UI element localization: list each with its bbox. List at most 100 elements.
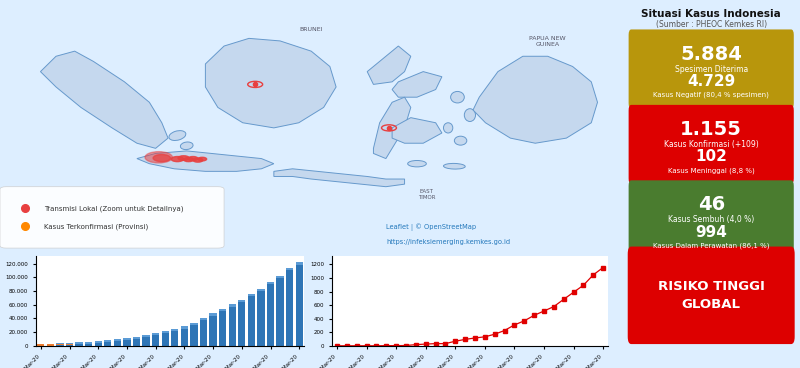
Text: 5.884: 5.884 bbox=[680, 45, 742, 64]
Circle shape bbox=[184, 158, 194, 162]
Ellipse shape bbox=[443, 163, 466, 169]
Bar bbox=[46, 344, 54, 346]
Text: Leaflet | © OpenStreetMap: Leaflet | © OpenStreetMap bbox=[386, 223, 476, 231]
Text: Spesimen Diterima: Spesimen Diterima bbox=[674, 64, 748, 74]
Bar bbox=[248, 294, 255, 346]
Bar bbox=[133, 339, 140, 346]
Bar bbox=[37, 344, 44, 346]
Bar bbox=[123, 344, 130, 346]
Polygon shape bbox=[41, 51, 168, 148]
Bar bbox=[200, 344, 207, 346]
Bar bbox=[200, 320, 207, 346]
Text: Situasi Kasus Indonesia: Situasi Kasus Indonesia bbox=[642, 9, 781, 19]
Bar bbox=[142, 337, 150, 346]
Circle shape bbox=[171, 156, 184, 162]
Bar bbox=[219, 309, 226, 346]
Bar bbox=[286, 344, 294, 346]
Bar bbox=[66, 343, 73, 346]
Text: Kasus Meninggal (8,8 %): Kasus Meninggal (8,8 %) bbox=[668, 167, 754, 174]
Bar bbox=[75, 344, 82, 346]
Ellipse shape bbox=[408, 160, 426, 167]
Bar bbox=[104, 343, 111, 346]
Polygon shape bbox=[274, 169, 405, 187]
Bar bbox=[258, 291, 265, 346]
Bar bbox=[286, 270, 294, 346]
Ellipse shape bbox=[450, 91, 464, 103]
Text: Kasus Terkonfirmasi (Provinsi): Kasus Terkonfirmasi (Provinsi) bbox=[43, 223, 148, 230]
Bar bbox=[258, 344, 265, 346]
Bar bbox=[210, 344, 217, 346]
Bar bbox=[114, 339, 121, 346]
Bar bbox=[267, 282, 274, 346]
Ellipse shape bbox=[443, 123, 453, 133]
Text: EAST
TIMOR: EAST TIMOR bbox=[418, 189, 435, 201]
Bar bbox=[123, 338, 130, 346]
FancyBboxPatch shape bbox=[628, 247, 794, 344]
Bar bbox=[56, 343, 63, 346]
FancyBboxPatch shape bbox=[629, 180, 794, 259]
Bar bbox=[229, 304, 236, 346]
Bar bbox=[296, 344, 303, 346]
Bar bbox=[210, 313, 217, 346]
Bar bbox=[296, 265, 303, 346]
Bar bbox=[238, 344, 246, 346]
Bar bbox=[171, 329, 178, 346]
Text: 4.729: 4.729 bbox=[687, 74, 735, 89]
Bar bbox=[248, 344, 255, 346]
Bar bbox=[238, 300, 246, 346]
Bar bbox=[75, 342, 82, 346]
Bar bbox=[104, 344, 111, 346]
Bar bbox=[258, 289, 265, 346]
FancyBboxPatch shape bbox=[629, 105, 794, 184]
Bar bbox=[181, 326, 188, 346]
Bar bbox=[277, 276, 284, 346]
Ellipse shape bbox=[169, 131, 186, 141]
Circle shape bbox=[145, 152, 173, 163]
Polygon shape bbox=[206, 38, 336, 128]
Bar bbox=[277, 278, 284, 346]
Bar bbox=[142, 344, 150, 346]
Bar bbox=[162, 333, 169, 346]
Bar bbox=[114, 341, 121, 346]
Bar bbox=[133, 337, 140, 346]
Bar bbox=[85, 344, 92, 346]
Bar bbox=[94, 343, 102, 346]
Text: BRUNEI: BRUNEI bbox=[299, 27, 323, 32]
Bar bbox=[171, 344, 178, 346]
Bar bbox=[46, 344, 54, 346]
Bar bbox=[162, 344, 169, 346]
Bar bbox=[219, 311, 226, 346]
Bar bbox=[152, 333, 159, 346]
Ellipse shape bbox=[454, 136, 466, 145]
Polygon shape bbox=[374, 97, 410, 159]
Circle shape bbox=[178, 156, 190, 160]
Bar bbox=[190, 325, 198, 346]
Text: 1.155: 1.155 bbox=[680, 120, 742, 139]
Circle shape bbox=[198, 157, 206, 161]
Circle shape bbox=[193, 158, 203, 162]
Bar bbox=[75, 344, 82, 346]
Bar bbox=[181, 344, 188, 346]
Bar bbox=[104, 340, 111, 346]
FancyBboxPatch shape bbox=[0, 187, 224, 248]
Bar bbox=[210, 315, 217, 346]
Bar bbox=[162, 331, 169, 346]
Bar bbox=[277, 344, 284, 346]
Bar bbox=[181, 329, 188, 346]
Bar bbox=[66, 344, 73, 346]
Text: Kasus Negatif (80,4 % spesimen): Kasus Negatif (80,4 % spesimen) bbox=[654, 92, 769, 98]
Bar bbox=[142, 335, 150, 346]
Polygon shape bbox=[392, 72, 442, 97]
Polygon shape bbox=[473, 56, 598, 143]
Bar bbox=[133, 344, 140, 346]
Bar bbox=[190, 344, 198, 346]
Bar bbox=[114, 344, 121, 346]
Bar bbox=[267, 344, 274, 346]
Polygon shape bbox=[367, 46, 410, 84]
Ellipse shape bbox=[464, 109, 475, 121]
Text: 994: 994 bbox=[695, 224, 727, 240]
Bar bbox=[238, 302, 246, 346]
Bar bbox=[296, 262, 303, 346]
Bar bbox=[85, 344, 92, 346]
Polygon shape bbox=[137, 151, 274, 171]
